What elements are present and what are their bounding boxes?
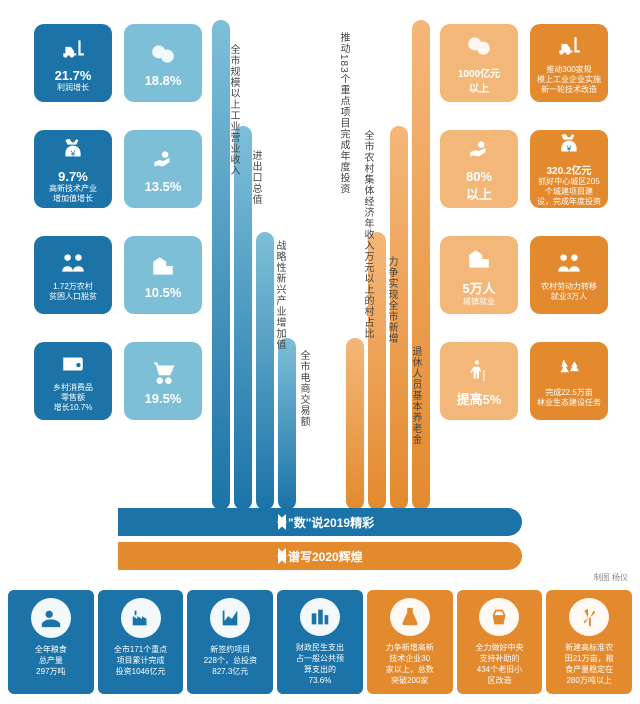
forklift-icon	[58, 34, 88, 64]
vertical-label-5: 全市农村集体经济年收入万元以上的村占比	[360, 130, 375, 339]
vertical-label-0: 全市规模以上工业营业收入	[226, 44, 241, 176]
right-box-3: ¥320.2亿元抓好中心城区205 个城建项目建 设，完成年度投资	[530, 130, 608, 208]
trees-icon	[554, 354, 584, 384]
ribbon-blue	[278, 338, 296, 510]
main-diagram: 21.7%利润增长 18.8% ¥9.7%高新技术产业 增加值增长 13.5% 1.72…	[0, 0, 640, 520]
moneybag-icon: ¥	[554, 132, 584, 158]
bottom-card-0: 全年粮食 总产量 297万吨	[8, 590, 94, 694]
stat-value: 320.2亿元	[546, 162, 591, 177]
right-box-5: 农村劳动力转移 就业3万人	[530, 236, 608, 314]
stat-label: 推动300家规 模上工业企业实施 新一轮技术改造	[537, 65, 601, 95]
forklift-icon	[554, 31, 584, 61]
stat-value: 80% 以上	[466, 169, 492, 203]
coins-icon	[148, 39, 178, 69]
vertical-label-2: 战略性新兴产业增加值	[272, 240, 287, 350]
left-box-4: 1.72万农村 贫困人口脱贫	[34, 236, 112, 314]
people-icon	[554, 248, 584, 278]
left-box-3: 13.5%	[124, 130, 202, 208]
card-text: 全市171个重点 项目累计完成 投资1046亿元	[114, 644, 167, 677]
basket-icon	[479, 598, 519, 636]
left-box-5: 10.5%	[124, 236, 202, 314]
wallet-icon	[58, 349, 88, 379]
stat-value: 提高5%	[457, 389, 502, 408]
ribbon-orange	[346, 338, 364, 510]
bottom-card-2: 新签约项目 228个，总投资 827.3亿元	[187, 590, 273, 694]
credit-text: 制图 杨仪	[594, 572, 628, 583]
right-box-4: 5万人城镇就业	[440, 236, 518, 314]
left-box-0: 21.7%利润增长	[34, 24, 112, 102]
banner-2019: "数"说2019精彩	[118, 508, 522, 536]
card-text: 全力做好中央 支持补助的 434个老旧小 区改造	[475, 642, 523, 686]
hand-icon	[464, 135, 494, 165]
wind-icon	[569, 598, 609, 636]
city-icon	[300, 598, 340, 636]
left-box-7: 19.5%	[124, 342, 202, 420]
card-text: 财政民生支出 占一般公共预 算支出的 73.6%	[296, 642, 344, 686]
vertical-label-1: 进出口总值	[248, 150, 263, 205]
stat-value: 5万人	[462, 278, 495, 297]
right-box-2: 80% 以上	[440, 130, 518, 208]
right-box-7: 完成22.5万亩 林业生态建设任务	[530, 342, 608, 420]
vertical-label-6: 力争实现全市新增	[384, 256, 399, 344]
right-box-0: 1000亿元 以上	[440, 24, 518, 102]
stat-label: 农村劳动力转移 就业3万人	[541, 282, 597, 302]
vertical-label-3: 全市电商交易额	[296, 350, 311, 427]
bottom-row: 全年粮食 总产量 297万吨 全市171个重点 项目累计完成 投资1046亿元 新签…	[0, 590, 640, 694]
stat-value: 18.8%	[145, 73, 182, 88]
bottom-card-1: 全市171个重点 项目累计完成 投资1046亿元	[98, 590, 184, 694]
stat-value: 9.7%	[58, 169, 88, 184]
left-box-6: 乡村消费品 零售额 增长10.7%	[34, 342, 112, 420]
bottom-card-4: 力争新增高新 技术企业30 家以上，总数 突破200家	[367, 590, 453, 694]
building-icon	[464, 244, 494, 274]
coins-icon	[464, 31, 494, 61]
card-text: 全年粮食 总产量 297万吨	[35, 644, 67, 677]
stat-value: 19.5%	[145, 391, 182, 406]
banner-2020-text: 谱写2020辉煌	[288, 548, 363, 565]
banner-2019-text: "数"说2019精彩	[288, 514, 374, 531]
stat-value: 1000亿元 以上	[458, 65, 500, 95]
stat-label: 抓好中心城区205 个城建项目建 设，完成年度投资	[537, 177, 601, 207]
left-box-2: ¥9.7%高新技术产业 增加值增长	[34, 130, 112, 208]
science-icon	[390, 598, 430, 636]
stat-label: 完成22.5万亩 林业生态建设任务	[537, 388, 601, 408]
vertical-label-4: 推动183个重点项目完成年度投资	[336, 32, 351, 195]
card-text: 新签约项目 228个，总投资 827.3亿元	[204, 644, 257, 677]
vertical-label-7: 退休人员基本养老金	[408, 346, 423, 445]
stat-label: 1.72万农村 贫困人口脱贫	[49, 282, 97, 302]
bottom-card-5: 全力做好中央 支持补助的 434个老旧小 区改造	[457, 590, 543, 694]
stat-label: 利润增长	[57, 83, 89, 93]
building-icon	[148, 251, 178, 281]
svg-text:¥: ¥	[566, 143, 572, 153]
people-icon	[58, 248, 88, 278]
stat-value: 10.5%	[145, 285, 182, 300]
stat-value: 21.7%	[55, 68, 92, 83]
bottom-card-3: 财政民生支出 占一般公共预 算支出的 73.6%	[277, 590, 363, 694]
card-text: 新建高标准农 田21万亩，粮 食产量稳定在 280万吨以上	[565, 642, 614, 686]
banner-2020: 谱写2020辉煌	[118, 542, 522, 570]
svg-text:¥: ¥	[70, 148, 76, 158]
stat-value: 13.5%	[145, 179, 182, 194]
left-box-1: 18.8%	[124, 24, 202, 102]
factory-icon	[121, 598, 161, 638]
bottom-card-6: 新建高标准农 田21万亩，粮 食产量稳定在 280万吨以上	[546, 590, 632, 694]
right-box-1: 推动300家规 模上工业企业实施 新一轮技术改造	[530, 24, 608, 102]
cart-icon	[148, 357, 178, 387]
chart-icon	[210, 598, 250, 638]
stat-label: 乡村消费品 零售额 增长10.7%	[53, 383, 93, 413]
field-icon	[31, 598, 71, 638]
card-text: 力争新增高新 技术企业30 家以上，总数 突破200家	[386, 642, 434, 686]
stat-label: 高新技术产业 增加值增长	[49, 184, 97, 204]
hand-icon	[148, 145, 178, 175]
right-box-6: 提高5%	[440, 342, 518, 420]
elder-icon	[464, 355, 494, 385]
moneybag-icon: ¥	[58, 135, 88, 165]
stat-label: 城镇就业	[463, 297, 495, 307]
